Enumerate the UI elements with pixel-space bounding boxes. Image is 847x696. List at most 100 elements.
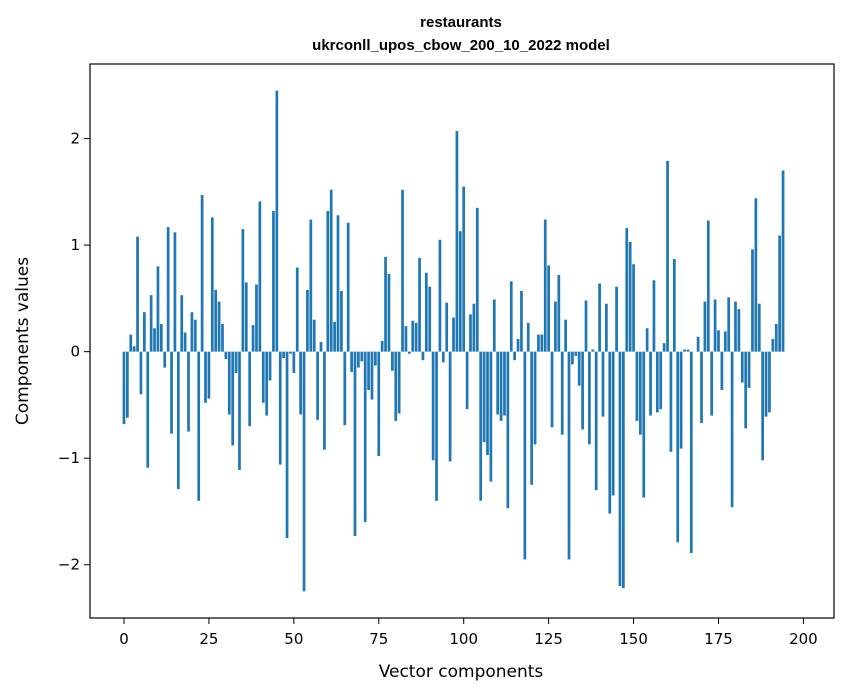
bar-15 [173,232,177,352]
bar-95 [445,302,449,352]
bar-8 [149,295,153,352]
x-tick-label: 175 [704,630,733,648]
bar-48 [285,351,289,539]
bar-157 [655,351,659,413]
x-tick-label: 150 [619,630,648,648]
bar-42 [265,351,269,416]
bar-159 [662,343,666,352]
bar-34 [238,351,241,470]
bar-44 [272,211,275,352]
bar-20 [190,312,194,352]
bar-167 [689,351,693,554]
bar-85 [411,320,415,352]
bar-96 [448,351,452,462]
bar-115 [513,351,517,361]
bar-166 [686,349,690,352]
bar-13 [166,227,170,352]
y-tick-label: 0 [70,343,80,361]
bar-98 [455,131,459,352]
bar-175 [717,330,720,352]
bar-161 [669,351,673,452]
bar-170 [700,351,703,424]
bar-171 [703,301,707,352]
chart-title: restaurants [420,14,502,31]
bar-117 [520,290,523,352]
bar-17 [180,295,184,352]
plot-frame [89,63,835,619]
bar-124 [543,219,547,352]
bar-80 [394,351,398,421]
bar-110 [496,351,500,415]
bar-24 [204,351,207,403]
bar-160 [666,160,669,352]
bar-138 [591,349,595,352]
bar-28 [217,301,221,352]
bar-133 [574,351,578,356]
bar-100 [462,186,466,352]
bar-10 [156,266,160,352]
bar-132 [571,351,574,365]
bar-72 [367,351,370,390]
y-ticks: −2 −1 0 1 2 [58,130,90,574]
bar-193 [778,235,781,352]
bar-179 [730,351,734,508]
bar-155 [649,351,652,416]
bar-21 [193,319,197,352]
bar-97 [452,317,455,352]
bar-183 [744,351,748,429]
bar-88 [421,351,425,361]
bar-182 [740,351,744,383]
bar-6 [143,312,146,352]
bar-62 [333,321,336,352]
bar-64 [340,290,343,352]
bar-50 [292,351,296,373]
bar-83 [404,326,408,352]
bar-53 [302,351,306,592]
bar-35 [241,229,245,352]
bar-23 [200,195,204,352]
bar-31 [227,351,231,415]
bar-151 [635,351,639,421]
bar-106 [482,351,486,443]
x-ticks: 0 25 50 75 100 125 150 175 200 [119,618,818,648]
bar-61 [329,189,333,352]
bar-181 [737,309,741,352]
bar-121 [533,351,537,445]
bar-150 [632,264,635,352]
bar-112 [503,351,506,416]
bar-57 [316,351,319,420]
bar-74 [374,351,377,366]
bar-119 [526,322,530,352]
bar-173 [710,351,714,416]
bar-118 [523,351,527,560]
bar-89 [424,272,428,352]
bar-145 [615,286,618,352]
x-tick-label: 75 [369,630,388,648]
x-axis-label: Vector components [379,662,544,682]
bar-36 [244,282,248,352]
bar-105 [479,351,483,501]
bar-52 [299,351,302,415]
bar-169 [696,336,700,352]
bar-123 [540,334,544,352]
bar-75 [377,351,381,457]
bar-29 [221,323,224,352]
bar-178 [727,297,731,352]
bar-103 [472,303,476,352]
bar-55 [309,219,313,352]
bar-188 [761,351,765,461]
bar-16 [176,351,180,490]
bar-73 [370,351,374,400]
bars-group [122,90,785,592]
bar-25 [207,351,211,399]
bar-122 [537,334,540,352]
bar-104 [475,207,479,352]
bar-26 [210,217,214,352]
bar-172 [706,220,710,352]
bar-56 [312,319,316,352]
x-tick-label: 200 [789,630,818,648]
bar-63 [336,215,340,352]
bar-19 [187,351,190,432]
bar-59 [323,351,326,450]
bar-187 [757,303,761,352]
